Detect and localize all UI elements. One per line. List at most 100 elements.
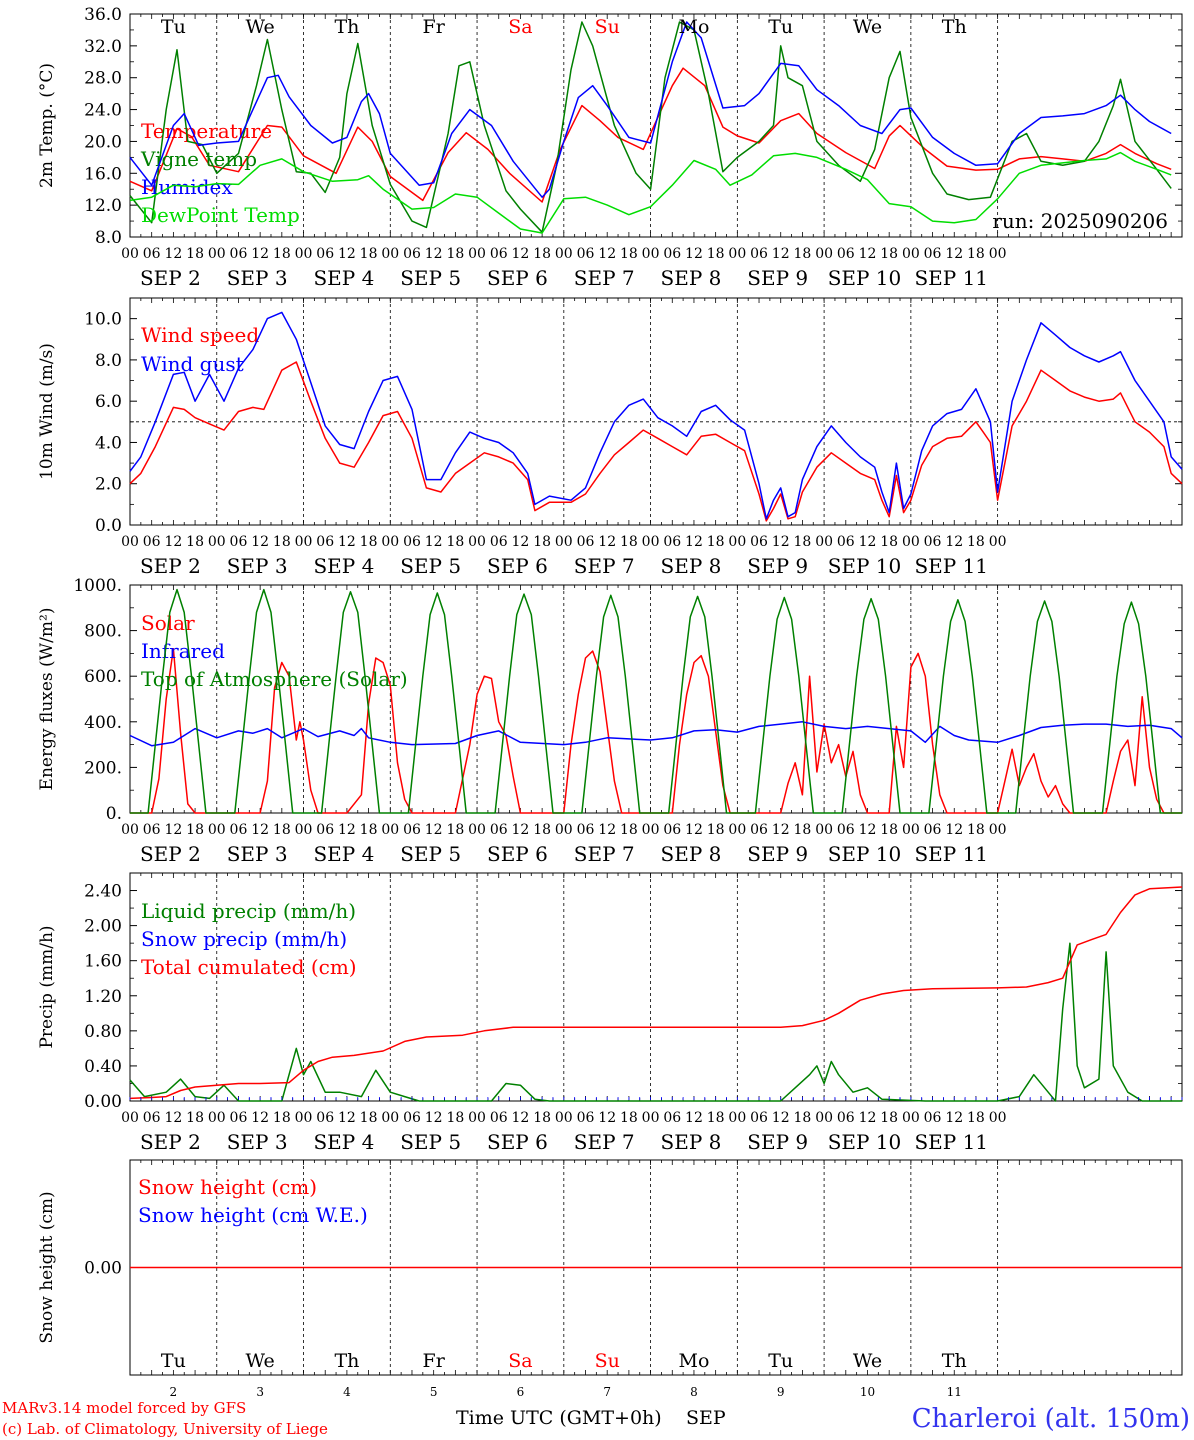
y-tick-label: 28.0 xyxy=(84,69,122,89)
hour-label: 18 xyxy=(793,1110,811,1126)
hour-label: 12 xyxy=(598,822,616,838)
hour-label: 06 xyxy=(750,534,768,550)
hour-label: 12 xyxy=(251,1110,269,1126)
hour-label: 12 xyxy=(772,1110,790,1126)
hour-label: 00 xyxy=(728,534,746,550)
hour-label: 12 xyxy=(338,822,356,838)
y-tick-label: 1.60 xyxy=(84,952,122,972)
hour-label: 00 xyxy=(381,534,399,550)
hour-label: 06 xyxy=(577,534,595,550)
date-label: SEP 10 xyxy=(828,554,902,578)
hour-label: 12 xyxy=(164,534,182,550)
hour-label: 00 xyxy=(121,246,139,262)
y-axis-label: Precip (mm/h) xyxy=(37,925,57,1048)
y-tick-label: 32.0 xyxy=(84,37,122,57)
hour-label: 12 xyxy=(772,534,790,550)
hour-label: 12 xyxy=(164,246,182,262)
hour-label: 12 xyxy=(251,246,269,262)
month-label: SEP xyxy=(686,1407,726,1429)
hour-label: 12 xyxy=(772,246,790,262)
hour-label: 00 xyxy=(295,246,313,262)
hour-label: 12 xyxy=(164,822,182,838)
hour-label: 12 xyxy=(945,822,963,838)
hour-label: 00 xyxy=(728,1110,746,1126)
hour-label: 18 xyxy=(620,1110,638,1126)
hour-label: 00 xyxy=(208,1110,226,1126)
hour-label: 18 xyxy=(186,1110,204,1126)
hour-label: 18 xyxy=(880,1110,898,1126)
day-number: 5 xyxy=(430,1385,438,1399)
hour-label: 06 xyxy=(663,1110,681,1126)
weekday-label: Su xyxy=(595,1350,620,1372)
hour-label: 18 xyxy=(533,534,551,550)
hour-label: 00 xyxy=(815,1110,833,1126)
hour-label: 06 xyxy=(577,246,595,262)
date-label: SEP 10 xyxy=(828,1130,902,1154)
hour-label: 18 xyxy=(446,822,464,838)
hour-label: 18 xyxy=(446,246,464,262)
hour-label: 18 xyxy=(620,822,638,838)
panel-1: 36.0 32.0 28.0 24.0 20.0 16.0 12.0 8.0 2m Temp. … xyxy=(37,5,1183,290)
hour-label: 00 xyxy=(815,534,833,550)
y-tick-label: 12.0 xyxy=(84,196,122,216)
y-axis-label: Energy fluxes (W/m²) xyxy=(37,608,57,791)
date-label: SEP 2 xyxy=(140,842,201,866)
y-tick-label: 1.20 xyxy=(84,987,122,1007)
hour-label: 12 xyxy=(425,822,443,838)
series-line-dewpoint-temp xyxy=(129,151,1172,234)
hour-label: 00 xyxy=(208,822,226,838)
hour-label: 00 xyxy=(468,534,486,550)
hour-label: 06 xyxy=(750,1110,768,1126)
hour-label: 06 xyxy=(490,246,508,262)
date-label: SEP 6 xyxy=(487,554,548,578)
day-number: 9 xyxy=(777,1385,785,1399)
hour-label: 12 xyxy=(164,1110,182,1126)
hour-label: 06 xyxy=(924,1110,942,1126)
hour-label: 18 xyxy=(273,1110,291,1126)
hour-label: 06 xyxy=(143,534,161,550)
hour-label: 06 xyxy=(837,246,855,262)
hour-label: 00 xyxy=(208,246,226,262)
series-line-total-cumulated-cm- xyxy=(129,886,1183,1100)
hour-label: 00 xyxy=(555,534,573,550)
hour-label: 18 xyxy=(967,246,985,262)
hour-label: 12 xyxy=(685,822,703,838)
y-tick-label: 0.40 xyxy=(84,1057,122,1077)
hour-label: 00 xyxy=(989,822,1007,838)
y-tick-label: 800. xyxy=(84,622,122,642)
legend-entry: Top of Atmosphere (Solar) xyxy=(141,667,408,691)
hour-label: 06 xyxy=(663,246,681,262)
legend-entry: Snow height (cm W.E.) xyxy=(138,1203,368,1227)
weekday-label: Mo xyxy=(679,16,710,38)
date-label: SEP 4 xyxy=(313,842,374,866)
weekday-label: Sa xyxy=(508,1350,532,1372)
weekday-label: We xyxy=(853,16,882,38)
hour-label: 06 xyxy=(403,246,421,262)
hour-label: 18 xyxy=(793,534,811,550)
panel-2: 10.0 8.0 6.0 4.0 2.0 0.0 10m Wind (m/s) Wind sp… xyxy=(37,297,1183,578)
hour-label: 06 xyxy=(143,1110,161,1126)
y-tick-label: 6.0 xyxy=(95,392,122,412)
hour-label: 00 xyxy=(208,534,226,550)
hour-label: 18 xyxy=(707,822,725,838)
hour-label: 06 xyxy=(663,822,681,838)
hour-label: 00 xyxy=(295,534,313,550)
date-label: SEP 6 xyxy=(487,1130,548,1154)
y-tick-label: 0.80 xyxy=(84,1022,122,1042)
hour-label: 18 xyxy=(620,534,638,550)
y-axis-label: Snow height (cm) xyxy=(37,1191,57,1343)
hour-label: 00 xyxy=(555,1110,573,1126)
y-tick-label: 0.0 xyxy=(95,516,122,536)
hour-label: 12 xyxy=(859,822,877,838)
series-line-vigne-temp xyxy=(129,21,1172,233)
hour-label: 18 xyxy=(186,246,204,262)
hour-label: 18 xyxy=(446,1110,464,1126)
date-label: SEP 7 xyxy=(574,266,635,290)
date-label: SEP 9 xyxy=(747,554,808,578)
day-number: 11 xyxy=(947,1385,962,1399)
hour-label: 06 xyxy=(924,822,942,838)
weekday-label: Su xyxy=(595,16,620,38)
hour-label: 18 xyxy=(880,246,898,262)
panel-3: 1000. 800. 600. 400. 200. 0. Energy fluxes (W/… xyxy=(37,576,1183,866)
